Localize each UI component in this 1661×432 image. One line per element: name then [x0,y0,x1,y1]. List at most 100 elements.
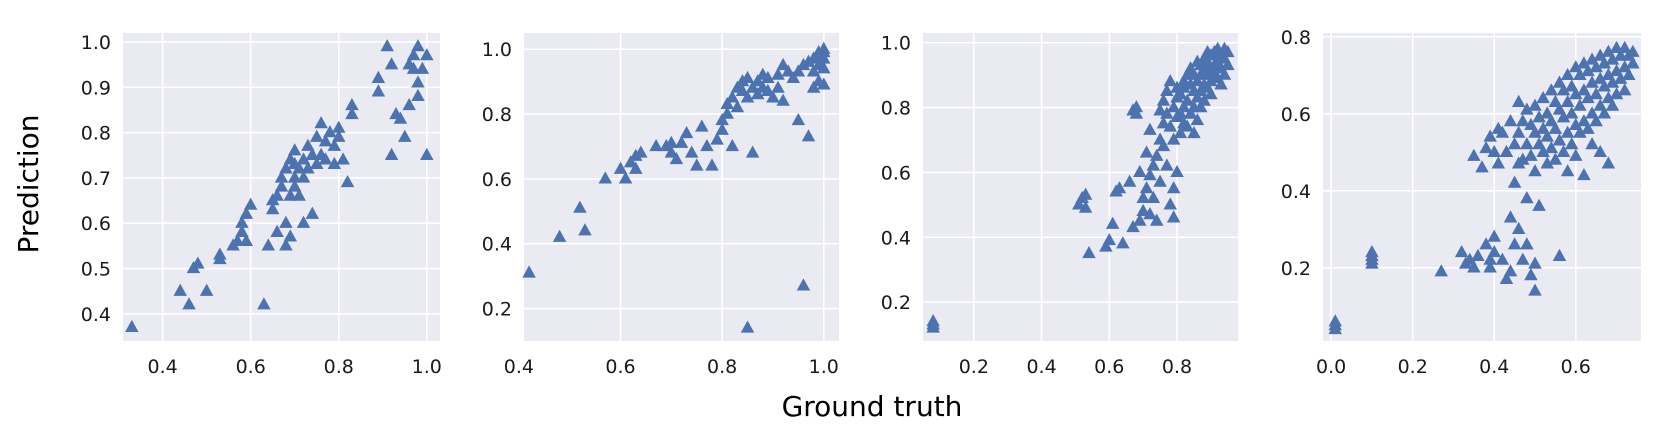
data-point [634,145,648,158]
data-point [239,206,254,219]
data-point [1573,67,1587,80]
data-point [270,224,284,237]
data-point [274,170,289,183]
y-tick-label: 0.6 [881,162,911,184]
y-tick-label: 1.0 [482,39,512,61]
data-point [1187,126,1201,139]
data-point [1078,187,1093,200]
y-tick-label: 0.4 [482,234,512,256]
x-tick-label: 0.6 [1094,356,1124,378]
data-point [700,138,714,152]
data-point [1552,133,1567,146]
data-point [1479,237,1493,250]
scatter-panel-1: 0.4 0.6 0.8 1.0 0.4 0.5 0.6 0.7 0.8 0.9 1.0 [81,32,442,378]
data-point [371,84,386,97]
data-point [411,39,425,52]
data-point [1193,100,1208,113]
data-point [1173,87,1188,100]
data-point [287,170,302,183]
data-point [1173,106,1188,119]
data-point [301,161,315,174]
data-point [745,145,760,158]
data-point [740,90,755,103]
data-point [1156,138,1171,152]
data-point [1129,106,1144,119]
data-point [296,170,311,183]
data-point [1597,106,1612,119]
y-tick-label: 0.9 [81,77,111,99]
data-point [1190,113,1205,126]
data-point [1605,98,1620,111]
data-point [817,51,831,64]
data-point [239,233,254,247]
data-point [1573,98,1587,111]
y-tick-label: 0.4 [81,304,111,326]
y-tick-label: 0.4 [1281,181,1311,203]
data-point [1454,244,1469,258]
data-point [715,122,729,135]
data-point [1528,98,1542,111]
data-point [817,61,831,74]
data-point [243,197,258,210]
data-point [1166,181,1181,194]
data-point [1133,213,1147,226]
data-point [801,129,816,142]
data-point [786,70,801,84]
data-point [776,57,790,71]
data-point [261,238,276,251]
data-point [1589,87,1603,100]
data-point [182,297,196,310]
y-tick-label: 0.7 [81,168,111,190]
data-point [1536,90,1550,104]
data-point [1581,121,1595,134]
x-tick-label: 0.0 [1316,356,1346,378]
data-point [1133,164,1147,178]
data-point [1204,74,1218,87]
data-point [664,145,679,158]
data-point [771,80,785,93]
data-point [725,138,740,152]
data-point [1597,56,1612,69]
data-point [817,77,831,90]
data-point [1528,283,1542,296]
data-point [1160,106,1174,119]
scatter-panel-4: 0.0 0.2 0.4 0.6 0.2 0.4 0.6 0.8 [1281,27,1641,378]
data-point [1499,144,1514,157]
y-tick-label: 0.8 [881,98,911,120]
data-point [1163,119,1178,132]
data-point [1163,197,1178,210]
data-point [1143,207,1157,220]
data-point [1626,44,1640,57]
data-point [1585,137,1599,150]
data-point [1581,64,1595,77]
data-point [1180,119,1194,132]
data-point [1221,44,1235,58]
data-point [1328,314,1342,327]
data-point [1556,83,1571,96]
data-point [750,87,765,100]
data-point [1163,74,1178,87]
data-point [1511,125,1526,138]
data-point [1126,220,1140,233]
data-point [1556,110,1571,123]
data-point [552,229,567,242]
data-point [522,265,536,278]
data-point [1082,245,1096,259]
data-point [1520,137,1534,150]
data-point [761,70,775,84]
data-point [283,188,298,201]
data-point [340,174,355,188]
data-point [1511,221,1526,234]
data-point [1173,126,1188,139]
data-point [1516,114,1530,127]
data-point [1166,210,1181,223]
data-point [279,215,293,228]
data-point [1528,125,1542,138]
data-point [1507,137,1522,150]
data-point [1146,190,1161,203]
data-point [664,135,679,148]
data-point [309,129,324,142]
data-point [1166,132,1181,145]
x-tick-label: 0.4 [504,356,534,378]
data-point [710,132,724,145]
